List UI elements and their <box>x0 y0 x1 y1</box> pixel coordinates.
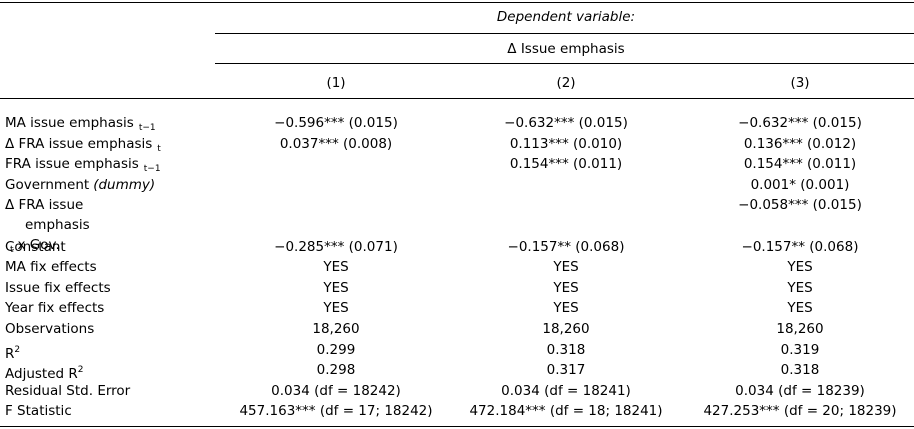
cell: −0.058*** (0.015) <box>738 197 862 214</box>
cell: 18,260 <box>542 321 590 337</box>
cell: 0.298 <box>316 362 356 379</box>
cell: 18,260 <box>312 321 360 337</box>
row-label: Adjusted R2 <box>5 360 83 384</box>
row-label: Issue fix effects <box>5 278 111 298</box>
label-part: Constant <box>5 238 66 255</box>
bottom-rule <box>0 426 914 427</box>
cell: −0.157** (0.068) <box>741 238 859 255</box>
cell: YES <box>553 259 579 276</box>
label-part: t <box>157 143 161 154</box>
row-label: Observations <box>5 319 94 339</box>
cell: YES <box>323 279 349 296</box>
cell: 0.113*** (0.010) <box>509 135 623 152</box>
row-label: Government (dummy) <box>5 175 155 195</box>
cell: YES <box>787 279 813 296</box>
label-part: t <box>10 245 14 256</box>
cell: −0.157** (0.068) <box>507 238 625 255</box>
row-label: Residual Std. Error <box>5 381 130 401</box>
cell: 472.184*** (df = 18; 18241) <box>469 403 663 420</box>
row-label: F Statistic <box>5 401 72 421</box>
label-part: F Statistic <box>5 403 72 420</box>
label-part: emphasis <box>25 217 90 234</box>
label-part: x Gov. <box>17 237 60 254</box>
cell: 0.318 <box>546 341 586 358</box>
cell: 0.317 <box>546 362 586 379</box>
label-part: Adjusted R <box>5 366 78 383</box>
dependent-variable: Δ Issue emphasis <box>507 41 625 57</box>
cell: YES <box>323 300 349 317</box>
cell: 0.034 (df = 18241) <box>501 382 631 399</box>
cell: 427.253*** (df = 20; 18239) <box>703 403 897 420</box>
label-part: FRA issue emphasis <box>5 156 139 173</box>
header-rule <box>0 98 914 99</box>
dependent-label: Dependent variable: <box>496 9 636 25</box>
label-part: MA issue emphasis <box>5 115 134 131</box>
label-part: 2 <box>14 344 21 355</box>
cell: 0.001* (0.001) <box>750 176 850 193</box>
column-number: (2) <box>556 75 576 91</box>
cell: 0.034 (df = 18242) <box>271 382 401 399</box>
column-number: (1) <box>326 75 346 91</box>
label-part: Δ FRA issue emphasis <box>5 135 153 152</box>
cell: 457.163*** (df = 17; 18242) <box>239 403 433 420</box>
cell: YES <box>553 279 579 296</box>
cell: 0.319 <box>780 341 820 358</box>
cell: YES <box>553 300 579 317</box>
column-number: (3) <box>790 75 810 91</box>
label-part: Δ FRA issue <box>5 197 84 214</box>
cell: 0.154*** (0.011) <box>509 156 623 173</box>
cell: 0.136*** (0.012) <box>743 135 857 152</box>
label-part: Government <box>5 176 90 193</box>
label-part: Issue fix effects <box>5 279 111 296</box>
row-label: R2 <box>5 340 20 364</box>
cell: YES <box>787 259 813 276</box>
cell: 0.318 <box>780 362 820 379</box>
row-label: Year fix effects <box>5 298 104 318</box>
top-rule <box>0 2 914 3</box>
label-part: MA fix effects <box>5 259 97 276</box>
cell: −0.632*** (0.015) <box>738 115 862 131</box>
row-label: MA issue emphasis t−1 <box>5 113 156 138</box>
cell: 18,260 <box>776 321 824 337</box>
row-label: FRA issue emphasis t−1 <box>5 154 161 179</box>
header-rule <box>215 33 914 34</box>
label-part: R <box>5 345 15 362</box>
label-part: t−1 <box>143 164 161 175</box>
label-part: Year fix effects <box>5 300 105 317</box>
label-part: 2 <box>77 365 84 376</box>
label-part: t−1 <box>138 123 156 133</box>
label-part: (dummy) <box>93 176 156 193</box>
cell: 0.154*** (0.011) <box>743 156 857 173</box>
cell: 0.037*** (0.008) <box>279 135 393 152</box>
cell: YES <box>323 259 349 276</box>
cell: −0.285*** (0.071) <box>274 238 398 255</box>
row-label: Δ FRA issue emphasis t x Gov. <box>5 195 90 260</box>
header-rule <box>215 63 914 64</box>
cell: −0.632*** (0.015) <box>504 115 628 131</box>
label-part: Observations <box>5 321 95 337</box>
cell: 0.299 <box>316 341 356 358</box>
row-label: Δ FRA issue emphasis t <box>5 134 161 159</box>
row-label: Constant <box>5 237 66 257</box>
label-part: Residual Std. Error <box>5 382 131 399</box>
row-label: MA fix effects <box>5 257 97 277</box>
cell: YES <box>787 300 813 317</box>
cell: −0.596*** (0.015) <box>274 115 398 131</box>
cell: 0.034 (df = 18239) <box>735 382 865 399</box>
